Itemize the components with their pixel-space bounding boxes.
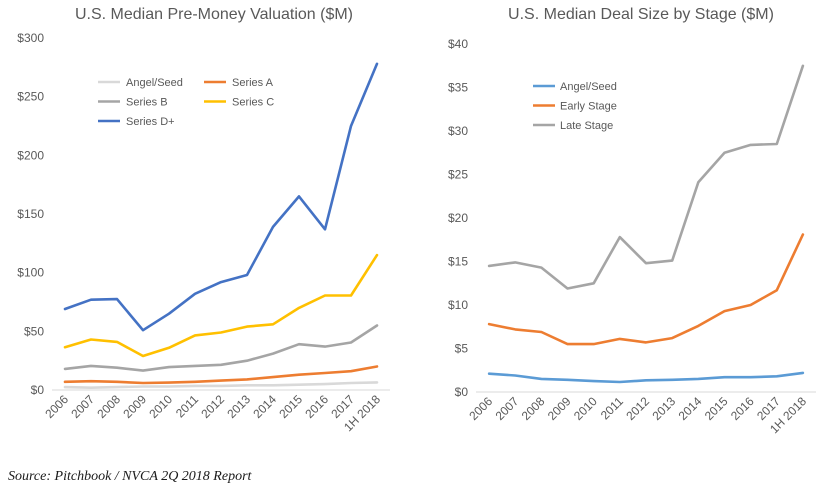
y-tick-label: $30 — [448, 124, 468, 138]
chart-title: U.S. Median Deal Size by Stage ($M) — [508, 6, 774, 23]
x-tick-label: 2008 — [519, 394, 548, 423]
x-tick-label: 2016 — [728, 394, 757, 423]
y-tick-label: $0 — [31, 383, 45, 397]
y-tick-label: $100 — [17, 266, 44, 280]
chart-title: U.S. Median Pre-Money Valuation ($M) — [75, 6, 353, 23]
legend-label: Angel/Seed — [126, 77, 183, 89]
x-tick-label: 2008 — [94, 392, 123, 421]
x-tick-label: 2009 — [120, 392, 149, 421]
chart-2: U.S. Median Deal Size by Stage ($M) $0 $5 $… — [448, 6, 816, 436]
legend: Angel/Seed Early Stage Late Stage — [533, 81, 617, 132]
y-tick-label: $200 — [17, 148, 44, 162]
legend-label: Series D+ — [126, 116, 175, 128]
legend-label: Late Stage — [560, 120, 613, 132]
x-tick-label: 2010 — [571, 394, 600, 423]
x-tick-label: 2006 — [42, 392, 71, 421]
x-tick-label: 2010 — [146, 392, 175, 421]
x-tick-label: 2015 — [276, 392, 305, 421]
y-tick-label: $5 — [455, 342, 469, 356]
legend-label: Angel/Seed — [560, 81, 617, 93]
series-line-late-stage — [487, 64, 805, 290]
x-tick-label: 2016 — [302, 392, 331, 421]
x-tick-label: 2007 — [68, 392, 97, 421]
x-tick-label: 2013 — [224, 392, 253, 421]
y-tick-label: $20 — [448, 211, 468, 225]
series-line-series-c — [63, 253, 379, 358]
legend-label: Series B — [126, 97, 168, 109]
x-tick-label: 2013 — [649, 394, 678, 423]
chart-1: U.S. Median Pre-Money Valuation ($M) $0 $5… — [17, 6, 390, 434]
x-tick-label: 2015 — [702, 394, 731, 423]
legend-label: Early Stage — [560, 101, 617, 113]
source-note: Source: Pitchbook / NVCA 2Q 2018 Report — [8, 469, 252, 484]
y-tick-label: $300 — [17, 31, 44, 45]
series-line-angel-seed — [63, 381, 379, 390]
x-tick-label: 2011 — [598, 394, 626, 422]
x-tick-label: 2014 — [250, 392, 279, 421]
legend-label: Series C — [232, 97, 274, 109]
series-line-early-stage — [487, 233, 805, 346]
x-tick-label: 2012 — [198, 392, 227, 421]
y-tick-label: $35 — [448, 81, 468, 95]
x-tick-label: 2011 — [173, 392, 201, 420]
y-tick-label: $250 — [17, 90, 44, 104]
y-tick-label: $0 — [455, 385, 469, 399]
y-tick-label: $25 — [448, 168, 468, 182]
series-line-series-a — [63, 365, 379, 385]
x-tick-label: 2009 — [545, 394, 574, 423]
x-tick-label: 2014 — [676, 394, 705, 423]
series-line-series-d- — [63, 62, 379, 332]
legend: Angel/Seed Series A Series B Series C Series… — [98, 77, 274, 128]
series-line-series-b — [63, 324, 379, 372]
y-tick-label: $15 — [448, 255, 468, 269]
y-tick-label: $10 — [448, 298, 468, 312]
x-tick-label: 2007 — [493, 394, 522, 423]
y-tick-label: $50 — [24, 324, 44, 338]
y-tick-label: $40 — [448, 37, 468, 51]
x-tick-label: 2006 — [466, 394, 495, 423]
y-tick-label: $150 — [17, 207, 44, 221]
legend-label: Series A — [232, 77, 274, 89]
series-line-angel-seed — [487, 371, 805, 384]
x-tick-label: 2012 — [623, 394, 652, 423]
